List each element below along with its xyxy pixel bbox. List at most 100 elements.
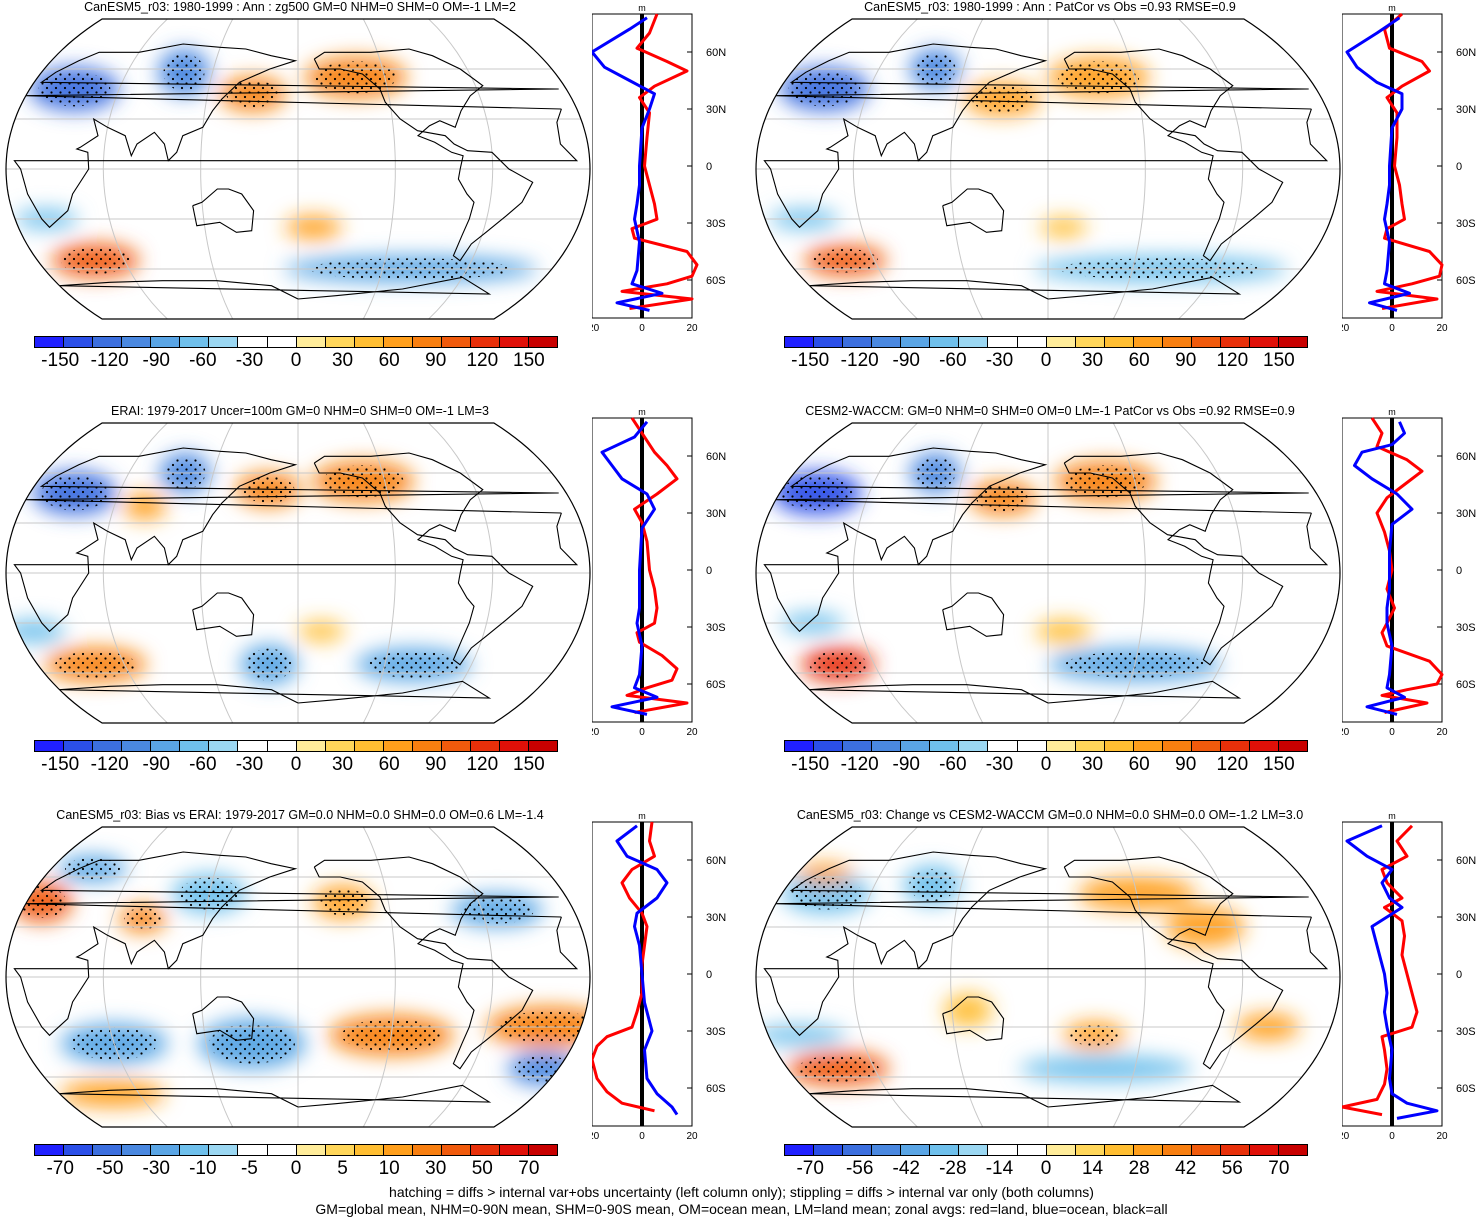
- colorbar-swatch: [151, 1145, 181, 1155]
- colorbar-label: -90: [142, 754, 170, 775]
- colorbar-label: -56: [845, 1158, 874, 1179]
- panel-6: CanESM5_r03: Change vs CESM2-WACCM GM=0.…: [750, 808, 1483, 1213]
- zonal-xtick-label: -20: [1342, 323, 1350, 334]
- colorbar-swatch: [412, 337, 442, 347]
- stipple-region-6: [60, 247, 131, 274]
- zonal-ytick-label: 30N: [706, 508, 726, 520]
- colorbar-label: -120: [840, 350, 879, 371]
- map-area: [755, 422, 1341, 724]
- colorbar-swatch: [470, 337, 500, 347]
- colorbar-labels: -150 -120 -90 -60 -30 0 30 60 90 120 150: [784, 350, 1308, 374]
- map-field: [6, 19, 590, 319]
- zonal-xtick-label: 0: [1389, 323, 1395, 334]
- map-border: [755, 826, 1341, 1128]
- colorbar-label: 0: [290, 754, 302, 775]
- zonal-xtick-label: -20: [592, 727, 600, 738]
- colorbar: -150 -120 -90 -60 -30 0 30 60 90 120 150: [784, 740, 1308, 788]
- graticule-lon: [852, 423, 918, 723]
- colorbar-label: -150: [791, 754, 830, 775]
- colorbar-swatch: [901, 337, 931, 347]
- colorbar-label: 30: [331, 754, 354, 775]
- zonal-xtick-label: 20: [1436, 1131, 1448, 1142]
- colorbar-swatch: [64, 741, 94, 751]
- panel-title: CanESM5_r03: 1980-1999 : Ann : zg500 GM=…: [84, 0, 516, 14]
- anomaly-region-8: [1040, 217, 1087, 238]
- zonal-xtick-label: 20: [1436, 323, 1448, 334]
- colorbar-swatch: [1191, 1145, 1221, 1155]
- graticule-lon: [362, 423, 396, 723]
- colorbar-label: 30: [1081, 350, 1104, 371]
- colorbar-swatch: [814, 1145, 844, 1155]
- zonal-xtick-label: 0: [1389, 1131, 1395, 1142]
- zonal-ytick-label: 60S: [1456, 679, 1476, 691]
- colorbar-label: -10: [189, 1158, 217, 1179]
- colorbar-swatch: [151, 337, 181, 347]
- colorbar-label: 120: [466, 350, 499, 371]
- colorbar-swatch: [209, 1145, 239, 1155]
- stipple-region-9: [1069, 1024, 1120, 1046]
- colorbar-label: -90: [892, 350, 920, 371]
- colorbar-swatch: [412, 1145, 442, 1155]
- colorbar-swatch: [1075, 1145, 1105, 1155]
- colorbar-label: -120: [90, 350, 129, 371]
- zonal-mean-plot: m -20 0 20 60N 30N 0 30S 60S: [1342, 3, 1476, 334]
- zonal-ytick-label: 60S: [1456, 1083, 1476, 1095]
- graticule-lon: [1112, 827, 1146, 1127]
- panel-title: CanESM5_r03: Change vs CESM2-WACCM GM=0.…: [796, 808, 1304, 822]
- zonal-ytick-label: 60N: [706, 451, 726, 463]
- colorbar-label: -30: [985, 754, 1014, 775]
- colorbar-swatch: [1104, 337, 1134, 347]
- colorbar-swatch: [354, 337, 384, 347]
- colorbar-label: -60: [939, 350, 967, 371]
- stipple-region-2: [65, 858, 120, 880]
- map-area: [755, 18, 1341, 320]
- colorbar-swatch: [354, 1145, 384, 1155]
- colorbar-swatch: [843, 1145, 873, 1155]
- anomaly-region-8: [285, 215, 342, 239]
- colorbar-swatch: [267, 337, 297, 347]
- colorbar-label: 42: [1175, 1158, 1197, 1179]
- colorbar-swatch: [1250, 337, 1280, 347]
- colorbar-swatch: [843, 741, 873, 751]
- zonal-mean-plot: m -20 0 20 60N 30N 0 30S 60S: [1342, 407, 1476, 738]
- stipple-region-7: [55, 651, 137, 678]
- zonal-ytick-label: 30N: [1456, 912, 1476, 924]
- colorbar-swatch: [122, 337, 152, 347]
- colorbar-label: -50: [95, 1158, 124, 1179]
- anomaly-region-3: [796, 863, 853, 884]
- colorbar-swatch: [412, 741, 442, 751]
- colorbar-label: -60: [189, 350, 217, 371]
- zonal-ytick-label: 60N: [706, 855, 726, 867]
- colorbar-swatch: [500, 1145, 530, 1155]
- colorbar-swatch: [383, 741, 413, 751]
- colorbar: -70 -50 -30 -10 -5 0 5 10 30 50 70: [34, 1144, 558, 1192]
- zonal-ytick-label: 30S: [706, 1026, 726, 1038]
- colorbar-label: -150: [41, 754, 80, 775]
- colorbar-swatch: [441, 741, 471, 751]
- colorbar-swatch: [500, 741, 530, 751]
- coastline: [942, 188, 1005, 233]
- coastline: [192, 592, 255, 637]
- zonal-line-red: [625, 417, 689, 714]
- colorbar-labels: -150 -120 -90 -60 -30 0 30 60 90 120 150: [34, 350, 558, 374]
- stipple-region-4: [1065, 465, 1147, 498]
- zonal-unit-label: m: [1388, 3, 1396, 13]
- colorbar-swatch: [93, 741, 123, 751]
- colorbar-swatch: [1162, 741, 1192, 751]
- colorbar-label: -70: [796, 1158, 824, 1179]
- stipple-region-1: [781, 475, 853, 511]
- colorbar-label: 56: [1221, 1158, 1243, 1179]
- colorbar-swatch: [959, 1145, 989, 1155]
- zonal-ytick-label: 0: [706, 565, 712, 577]
- coastline: [13, 447, 579, 633]
- colorbar-swatch: [1104, 741, 1134, 751]
- stipple-region-6: [797, 1055, 879, 1082]
- coastline: [192, 996, 255, 1041]
- footer-line-2: GM=global mean, NHM=0-90N mean, SHM=0-90…: [315, 1201, 1168, 1217]
- colorbar-swatch: [325, 337, 355, 347]
- zonal-unit-label: m: [1388, 811, 1396, 821]
- colorbar-label: -30: [235, 754, 264, 775]
- colorbar-label: -150: [41, 350, 80, 371]
- colorbar-swatch: [1162, 337, 1192, 347]
- zonal-xtick-label: 20: [686, 727, 698, 738]
